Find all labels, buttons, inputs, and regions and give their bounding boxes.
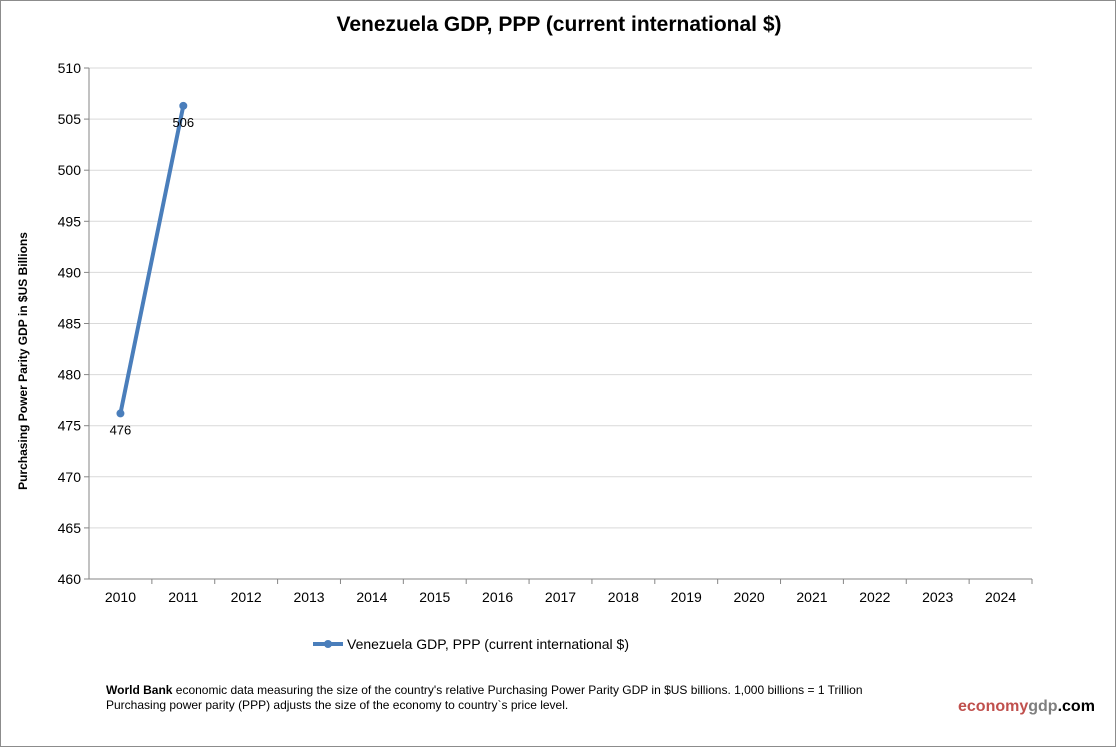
y-tick-label: 460 (58, 571, 82, 587)
x-tick-label: 2014 (356, 589, 387, 605)
x-tick-label: 2011 (168, 589, 198, 605)
footer-line-2: Purchasing power parity (PPP) adjusts th… (106, 698, 569, 712)
x-tick-label: 2017 (545, 589, 576, 605)
data-label: 506 (172, 115, 194, 130)
data-point (179, 101, 188, 110)
x-tick-label: 2019 (671, 589, 702, 605)
y-tick-label: 485 (58, 316, 82, 332)
footer-line-1: economic data measuring the size of the … (172, 683, 863, 697)
x-tick-label: 2012 (231, 589, 262, 605)
brand-part-3: .com (1057, 698, 1095, 715)
y-tick-label: 475 (58, 418, 82, 434)
series-line (118, 105, 186, 414)
y-tick-label: 470 (58, 469, 82, 485)
brand-part-1: economy (958, 698, 1029, 715)
y-tick-label: 465 (58, 520, 82, 536)
legend-line-marker-icon (313, 640, 343, 648)
y-tick-label: 495 (58, 213, 82, 229)
legend: Venezuela GDP, PPP (current internationa… (313, 636, 629, 652)
x-tick-label: 2023 (922, 589, 953, 605)
x-tick-label: 2018 (608, 589, 639, 605)
data-label: 476 (110, 422, 132, 437)
x-tick-label: 2021 (796, 589, 827, 605)
x-tick-label: 2022 (859, 589, 890, 605)
y-tick-label: 500 (58, 162, 82, 178)
legend-label: Venezuela GDP, PPP (current internationa… (347, 636, 629, 652)
y-tick-label: 490 (58, 264, 82, 280)
x-tick-label: 2024 (985, 589, 1016, 605)
footer-note: World Bank economic data measuring the s… (106, 683, 863, 713)
x-tick-label: 2020 (734, 589, 765, 605)
brand-logo[interactable]: economygdp.com (958, 698, 1095, 716)
data-point (116, 409, 125, 418)
x-tick-label: 2016 (482, 589, 513, 605)
chart-title: Venezuela GDP, PPP (current internationa… (336, 13, 782, 36)
x-tick-label: 2015 (419, 589, 450, 605)
brand-part-2: gdp (1028, 698, 1058, 715)
source-name: World Bank (106, 683, 173, 697)
y-tick-label: 505 (58, 111, 82, 127)
y-tick-label: 510 (58, 60, 82, 76)
y-tick-label: 480 (58, 367, 82, 383)
x-tick-label: 2013 (293, 589, 324, 605)
x-tick-label: 2010 (105, 589, 136, 605)
